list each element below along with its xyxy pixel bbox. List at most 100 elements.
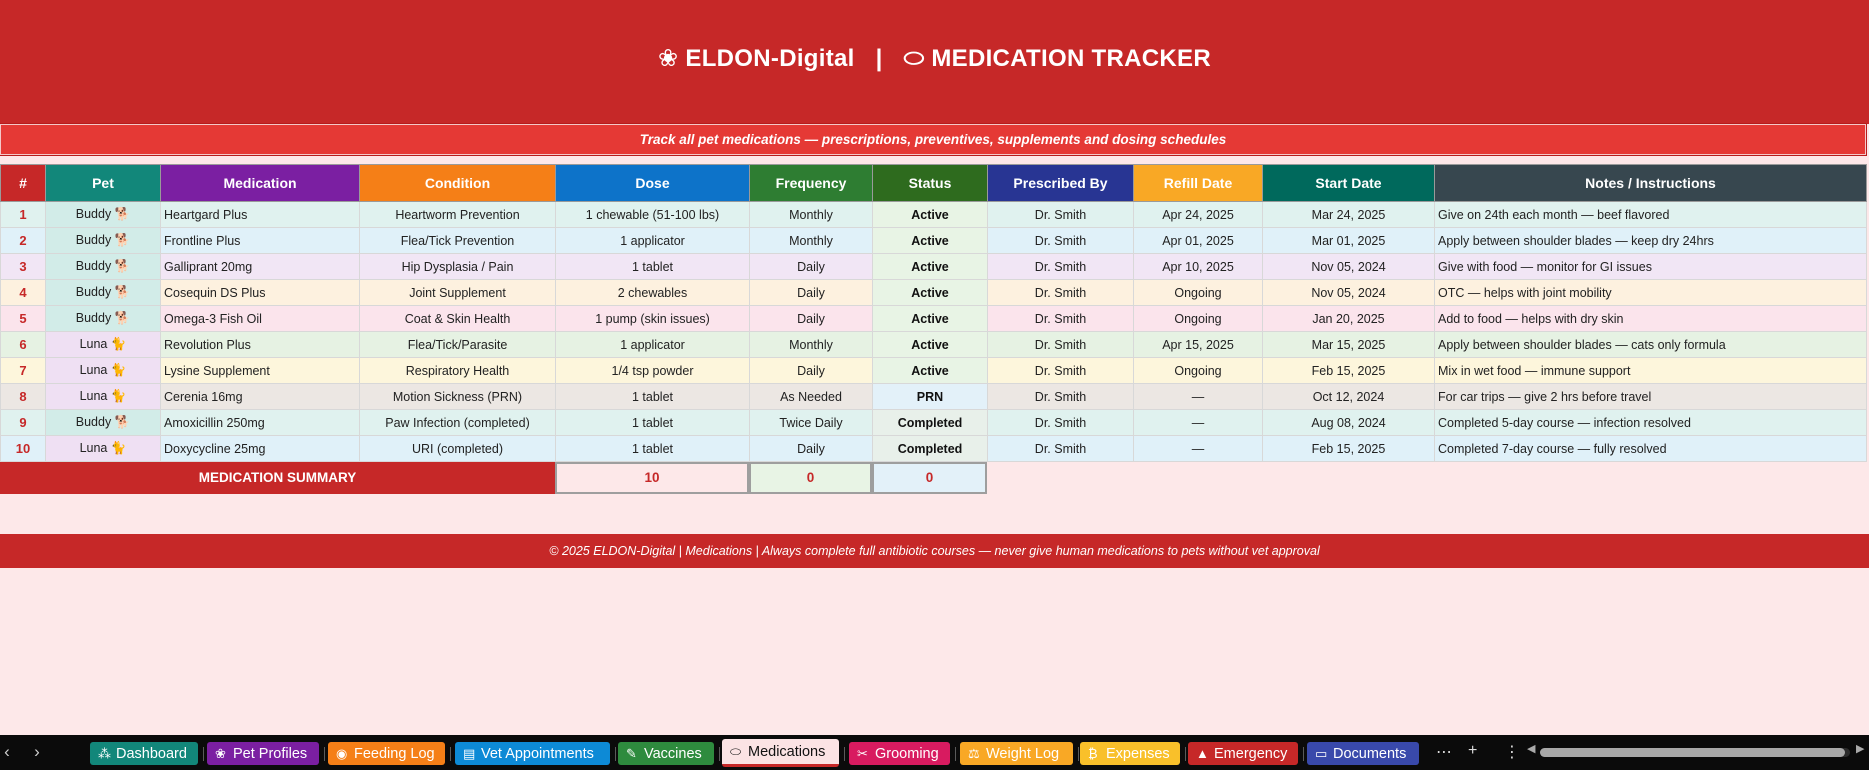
cell-num[interactable]: 1 — [0, 201, 46, 228]
cell-condition[interactable]: URI (completed) — [359, 435, 556, 462]
cell-condition[interactable]: Motion Sickness (PRN) — [359, 383, 556, 410]
cell-num[interactable]: 5 — [0, 305, 46, 332]
cell-frequency[interactable]: Monthly — [749, 331, 873, 358]
cell-dose[interactable]: 1 tablet — [555, 253, 750, 280]
column-header-num[interactable]: # — [0, 164, 46, 202]
cell-dose[interactable]: 1 tablet — [555, 383, 750, 410]
summary-value-3[interactable]: 0 — [872, 462, 987, 494]
cell-refill-date[interactable]: Apr 15, 2025 — [1133, 331, 1263, 358]
cell-frequency[interactable]: Daily — [749, 305, 873, 332]
cell-condition[interactable]: Respiratory Health — [359, 357, 556, 384]
cell-refill-date[interactable]: — — [1133, 409, 1263, 436]
cell-start-date[interactable]: Oct 12, 2024 — [1262, 383, 1435, 410]
cell-frequency[interactable]: As Needed — [749, 383, 873, 410]
cell-num[interactable]: 10 — [0, 435, 46, 462]
cell-status[interactable]: Active — [872, 357, 988, 384]
cell-notes[interactable]: Apply between shoulder blades — keep dry… — [1434, 227, 1867, 254]
cell-notes[interactable]: Give with food — monitor for GI issues — [1434, 253, 1867, 280]
tab-grooming[interactable]: ✂ Grooming — [849, 742, 950, 765]
cell-dose[interactable]: 2 chewables — [555, 279, 750, 306]
cell-start-date[interactable]: Nov 05, 2024 — [1262, 279, 1435, 306]
cell-pet[interactable]: Luna 🐈 — [45, 357, 161, 384]
cell-medication[interactable]: Cerenia 16mg — [160, 383, 360, 410]
cell-prescribed-by[interactable]: Dr. Smith — [987, 357, 1134, 384]
cell-num[interactable]: 7 — [0, 357, 46, 384]
cell-medication[interactable]: Revolution Plus — [160, 331, 360, 358]
cell-prescribed-by[interactable]: Dr. Smith — [987, 279, 1134, 306]
cell-pet[interactable]: Buddy 🐕 — [45, 305, 161, 332]
cell-pet[interactable]: Buddy 🐕 — [45, 409, 161, 436]
column-header-dose[interactable]: Dose — [555, 164, 750, 202]
tab-feeding-log[interactable]: ◉ Feeding Log — [328, 742, 445, 765]
cell-dose[interactable]: 1 applicator — [555, 227, 750, 254]
cell-pet[interactable]: Buddy 🐕 — [45, 201, 161, 228]
cell-dose[interactable]: 1 chewable (51-100 lbs) — [555, 201, 750, 228]
cell-notes[interactable]: Completed 7-day course — fully resolved — [1434, 435, 1867, 462]
cell-medication[interactable]: Doxycycline 25mg — [160, 435, 360, 462]
cell-status[interactable]: Completed — [872, 409, 988, 436]
cell-refill-date[interactable]: Ongoing — [1133, 305, 1263, 332]
prev-sheet-icon[interactable]: ‹ — [4, 742, 10, 761]
horizontal-scrollbar[interactable] — [1540, 748, 1850, 757]
cell-frequency[interactable]: Daily — [749, 253, 873, 280]
scrollbar-thumb[interactable] — [1540, 748, 1845, 757]
cell-pet[interactable]: Luna 🐈 — [45, 435, 161, 462]
cell-prescribed-by[interactable]: Dr. Smith — [987, 201, 1134, 228]
tab-vaccines[interactable]: ✎ Vaccines — [618, 742, 714, 765]
tab-pet-profiles[interactable]: ❀ Pet Profiles — [207, 742, 319, 765]
cell-medication[interactable]: Lysine Supplement — [160, 357, 360, 384]
cell-condition[interactable]: Heartworm Prevention — [359, 201, 556, 228]
cell-start-date[interactable]: Mar 24, 2025 — [1262, 201, 1435, 228]
summary-label[interactable]: MEDICATION SUMMARY — [0, 462, 555, 494]
add-sheet-icon[interactable]: + — [1468, 742, 1478, 759]
cell-notes[interactable]: Completed 5-day course — infection resol… — [1434, 409, 1867, 436]
tab-vet-appointments[interactable]: ▤ Vet Appointments — [455, 742, 610, 765]
cell-notes[interactable]: Mix in wet food — immune support — [1434, 357, 1867, 384]
sheet-options-icon[interactable]: ⋮ — [1504, 744, 1520, 761]
cell-medication[interactable]: Galliprant 20mg — [160, 253, 360, 280]
cell-notes[interactable]: Add to food — helps with dry skin — [1434, 305, 1867, 332]
cell-refill-date[interactable]: Apr 10, 2025 — [1133, 253, 1263, 280]
cell-condition[interactable]: Flea/Tick/Parasite — [359, 331, 556, 358]
cell-medication[interactable]: Omega-3 Fish Oil — [160, 305, 360, 332]
cell-start-date[interactable]: Mar 01, 2025 — [1262, 227, 1435, 254]
cell-dose[interactable]: 1 tablet — [555, 409, 750, 436]
cell-medication[interactable]: Frontline Plus — [160, 227, 360, 254]
cell-refill-date[interactable]: Ongoing — [1133, 357, 1263, 384]
cell-num[interactable]: 4 — [0, 279, 46, 306]
cell-pet[interactable]: Buddy 🐕 — [45, 253, 161, 280]
more-sheets-icon[interactable]: ⋯ — [1436, 744, 1452, 761]
cell-prescribed-by[interactable]: Dr. Smith — [987, 227, 1134, 254]
cell-notes[interactable]: OTC — helps with joint mobility — [1434, 279, 1867, 306]
cell-num[interactable]: 2 — [0, 227, 46, 254]
cell-refill-date[interactable]: Ongoing — [1133, 279, 1263, 306]
column-header-start-date[interactable]: Start Date — [1262, 164, 1435, 202]
cell-dose[interactable]: 1 pump (skin issues) — [555, 305, 750, 332]
cell-frequency[interactable]: Daily — [749, 435, 873, 462]
column-header-condition[interactable]: Condition — [359, 164, 556, 202]
cell-start-date[interactable]: Aug 08, 2024 — [1262, 409, 1435, 436]
cell-prescribed-by[interactable]: Dr. Smith — [987, 435, 1134, 462]
cell-prescribed-by[interactable]: Dr. Smith — [987, 383, 1134, 410]
tab-weight-log[interactable]: ⚖ Weight Log — [960, 742, 1073, 765]
tab-medications[interactable]: ⬭ Medications — [722, 739, 839, 767]
cell-status[interactable]: Active — [872, 305, 988, 332]
column-header-notes[interactable]: Notes / Instructions — [1434, 164, 1867, 202]
cell-num[interactable]: 6 — [0, 331, 46, 358]
column-header-refill-date[interactable]: Refill Date — [1133, 164, 1263, 202]
tab-documents[interactable]: ▭ Documents — [1307, 742, 1419, 765]
cell-status[interactable]: Active — [872, 279, 988, 306]
cell-start-date[interactable]: Nov 05, 2024 — [1262, 253, 1435, 280]
cell-num[interactable]: 3 — [0, 253, 46, 280]
cell-condition[interactable]: Coat & Skin Health — [359, 305, 556, 332]
cell-frequency[interactable]: Monthly — [749, 201, 873, 228]
cell-pet[interactable]: Buddy 🐕 — [45, 279, 161, 306]
cell-frequency[interactable]: Monthly — [749, 227, 873, 254]
tab-dashboard[interactable]: ⁂ Dashboard — [90, 742, 198, 765]
tab-emergency[interactable]: ▲ Emergency — [1188, 742, 1298, 765]
cell-refill-date[interactable]: — — [1133, 435, 1263, 462]
cell-refill-date[interactable]: Apr 24, 2025 — [1133, 201, 1263, 228]
tab-expenses[interactable]: ₿ Expenses — [1080, 742, 1180, 765]
cell-refill-date[interactable]: — — [1133, 383, 1263, 410]
column-header-frequency[interactable]: Frequency — [749, 164, 873, 202]
